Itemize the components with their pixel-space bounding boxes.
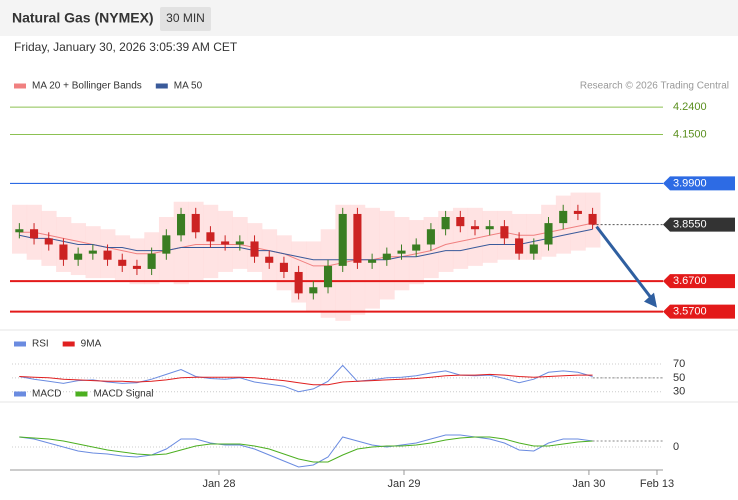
- candle-body: [515, 238, 524, 254]
- candle-body: [235, 241, 244, 245]
- candle-body: [412, 244, 421, 251]
- indicator-line: [19, 373, 593, 386]
- candle-body: [573, 210, 582, 214]
- candle-body: [368, 259, 377, 263]
- candle-body: [338, 213, 347, 266]
- legend-swatch: [14, 83, 26, 89]
- legend-label: RSI: [32, 339, 49, 350]
- bollinger-band: [482, 210, 498, 263]
- candle-body: [544, 223, 553, 245]
- level-label-box: [663, 304, 735, 319]
- candle-body: [206, 232, 215, 242]
- legend-label: MA 20 + Bollinger Bands: [32, 81, 142, 92]
- level-label: 3.6700: [673, 275, 707, 287]
- x-tick-label: Feb 13: [640, 478, 674, 490]
- legend-label: MA 50: [174, 81, 203, 92]
- subtitle: Friday, January 30, 2026 3:05:39 AM CET: [14, 40, 238, 54]
- y-tick-label: 30: [673, 386, 685, 398]
- legend-swatch: [14, 391, 26, 397]
- level-label-box: [663, 217, 735, 232]
- bollinger-band: [305, 241, 322, 312]
- candle-body: [485, 226, 494, 230]
- source: Research © 2026 Trading Central: [580, 81, 729, 92]
- candle-body: [118, 259, 127, 266]
- forecast-arrowhead: [644, 292, 657, 308]
- y-tick-label: 0: [673, 441, 679, 453]
- candle-body: [426, 229, 435, 245]
- candle-body: [456, 217, 465, 227]
- candle-body: [176, 213, 186, 236]
- y-tick-label: 70: [673, 358, 685, 370]
- candle-body: [382, 253, 391, 260]
- candle-body: [441, 217, 450, 230]
- candle-body: [470, 226, 480, 230]
- candle-body: [132, 265, 141, 269]
- legend-swatch: [75, 391, 88, 397]
- bollinger-band: [467, 207, 483, 266]
- candle-body: [265, 256, 274, 263]
- candle-body: [44, 238, 53, 245]
- candle-body: [15, 229, 24, 233]
- candle-body: [279, 262, 288, 272]
- level-label: 3.9900: [673, 177, 707, 189]
- indicator-line: [19, 364, 593, 393]
- level-label: 3.8550: [673, 219, 707, 231]
- ma-line: [19, 222, 593, 267]
- x-tick-label: Jan 28: [202, 478, 235, 490]
- level-label: 4.1500: [673, 128, 707, 140]
- candle-body: [559, 210, 568, 224]
- candle-body: [30, 229, 39, 239]
- candle-body: [529, 244, 538, 254]
- candle-body: [221, 241, 230, 245]
- candle-body: [162, 235, 171, 254]
- ma-line: [19, 228, 593, 261]
- candle-body: [397, 250, 406, 254]
- candle-body: [500, 226, 509, 239]
- timeframe: 30 MIN: [166, 11, 205, 25]
- level-label: 3.5700: [673, 306, 707, 318]
- candle-body: [59, 244, 68, 260]
- level-label-box: [663, 176, 735, 191]
- candle-body: [353, 213, 362, 263]
- bollinger-band: [570, 192, 586, 251]
- candle-body: [191, 213, 200, 233]
- level-label-box: [663, 274, 735, 289]
- legend-label: MACD Signal: [93, 389, 153, 400]
- legend-swatch: [14, 341, 26, 347]
- forecast-arrow: [595, 225, 656, 303]
- chart-title: Natural Gas (NYMEX): [12, 10, 154, 26]
- legend-swatch: [62, 341, 75, 347]
- candle-body: [294, 271, 303, 294]
- candle-body: [88, 250, 97, 254]
- title-bar: [0, 0, 738, 36]
- candle-body: [103, 250, 112, 260]
- legend-swatch: [155, 83, 168, 89]
- x-tick-label: Jan 29: [387, 478, 420, 490]
- candle-body: [74, 253, 83, 260]
- indicator-line: [19, 436, 593, 463]
- x-tick-label: Jan 30: [572, 478, 605, 490]
- level-label: 4.2400: [673, 101, 707, 113]
- candle-body: [147, 253, 156, 269]
- candle-body: [323, 265, 333, 288]
- candle-body: [309, 287, 318, 294]
- y-tick-label: 50: [673, 372, 685, 384]
- legend-label: 9MA: [81, 339, 102, 350]
- timeframe-box: [160, 7, 211, 31]
- indicator-line: [19, 434, 593, 468]
- legend-label: MACD: [32, 389, 61, 400]
- candle-body: [588, 213, 597, 225]
- candle-body: [250, 241, 259, 257]
